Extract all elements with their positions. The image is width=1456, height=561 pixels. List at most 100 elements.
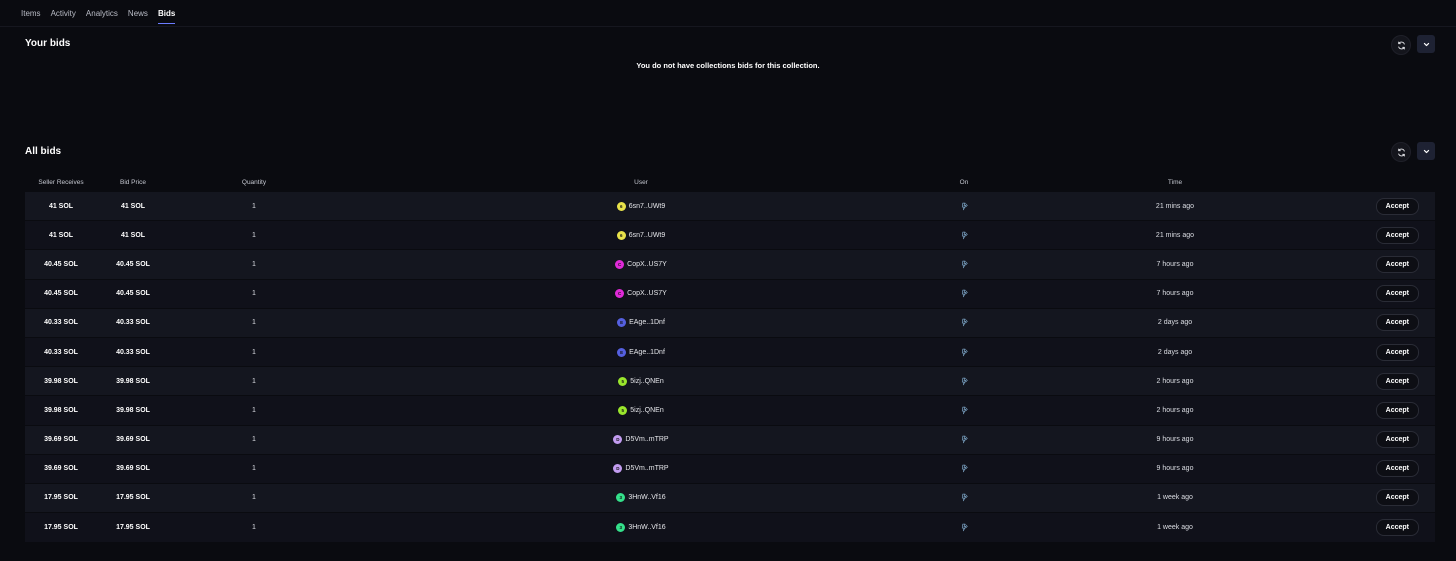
on-cell — [943, 192, 985, 221]
accept-button[interactable]: Accept — [1375, 460, 1419, 478]
marketplace-logo-icon — [960, 465, 969, 473]
column-header: Bid Price — [119, 178, 146, 186]
accept-button[interactable]: Accept — [1375, 401, 1419, 419]
marketplace-logo-icon — [960, 231, 969, 239]
user-link[interactable]: D D5Vm..mTRP — [613, 435, 669, 445]
time-cell: 9 hours ago — [1156, 436, 1194, 444]
action-cell: Accept — [1365, 367, 1435, 396]
accept-button[interactable]: Accept — [1375, 285, 1419, 303]
marketplace-logo-icon — [960, 289, 969, 298]
marketplace-logo-icon — [960, 348, 969, 356]
table-row: 41 SOL 41 SOL 1 6 6sn7..UWt9 21 mins ago Accep… — [25, 191, 1435, 221]
quantity-cell: 1 — [252, 494, 256, 502]
table-row: 40.45 SOL 40.45 SOL 1 C CopX..US7Y 7 hours ag… — [25, 249, 1435, 280]
time-cell: 2 days ago — [1157, 319, 1193, 327]
accept-button[interactable]: Accept — [1375, 226, 1419, 244]
all-bids-collapse-button[interactable] — [1417, 142, 1435, 160]
bid-price-cell: 39.69 SOL — [116, 436, 150, 444]
accept-button[interactable]: Accept — [1375, 314, 1419, 332]
action-cell: Accept — [1365, 221, 1435, 250]
seller-receives-cell: 17.95 SOL — [44, 523, 78, 531]
action-cell: Accept — [1365, 396, 1435, 425]
time-cell: 21 mins ago — [1155, 202, 1195, 210]
on-cell — [943, 367, 985, 396]
time-cell: 2 hours ago — [1156, 406, 1194, 414]
table-row: 39.69 SOL 39.69 SOL 1 D D5Vm..mTRP 9 hours ag… — [25, 425, 1435, 455]
quantity-cell: 1 — [252, 348, 256, 356]
tab-items[interactable]: Items — [21, 8, 41, 18]
time-cell: 9 hours ago — [1156, 465, 1194, 473]
user-link[interactable]: D D5Vm..mTRP — [613, 464, 669, 474]
accept-button[interactable]: Accept — [1375, 197, 1419, 215]
user-address: 6sn7..UWt9 — [628, 202, 666, 210]
all-bids-refresh-button[interactable] — [1391, 142, 1411, 162]
on-cell — [943, 308, 985, 337]
user-link[interactable]: C CopX..US7Y — [615, 259, 667, 269]
your-bids-title: Your bids — [25, 38, 71, 49]
quantity-cell: 1 — [252, 202, 256, 210]
bid-price-cell: 17.95 SOL — [116, 523, 150, 531]
accept-button[interactable]: Accept — [1375, 518, 1419, 536]
table-row: 39.69 SOL 39.69 SOL 1 D D5Vm..mTRP 9 hours ag… — [25, 454, 1435, 484]
user-cell: 5 5izj..QNEn — [339, 367, 943, 396]
action-cell: Accept — [1365, 279, 1435, 308]
user-link[interactable]: C CopX..US7Y — [615, 289, 667, 299]
column-header: User — [634, 178, 648, 186]
quantity-cell: 1 — [252, 319, 256, 327]
time-cell: 7 hours ago — [1156, 290, 1194, 298]
quantity-cell: 1 — [252, 436, 256, 444]
tab-activity[interactable]: Activity — [50, 8, 76, 18]
action-cell: Accept — [1365, 337, 1435, 366]
quantity-cell: 1 — [252, 260, 256, 268]
marketplace-logo-icon — [960, 319, 969, 327]
user-link[interactable]: 3 3HnW..Vf16 — [616, 493, 666, 503]
user-link[interactable]: 6 6sn7..UWt9 — [616, 201, 666, 211]
accept-button[interactable]: Accept — [1375, 343, 1419, 361]
accept-button[interactable]: Accept — [1375, 489, 1419, 507]
user-link[interactable]: E EAge..1Dnf — [617, 318, 665, 328]
time-cell: 1 week ago — [1157, 494, 1193, 502]
collection-tabs: Items Activity Analytics News Bids — [21, 0, 176, 26]
avatar: 5 — [618, 376, 628, 386]
accept-button[interactable]: Accept — [1375, 372, 1419, 390]
bid-price-cell: 39.98 SOL — [116, 406, 150, 414]
accept-button[interactable]: Accept — [1375, 431, 1419, 449]
refresh-icon — [1397, 148, 1405, 156]
user-cell: 3 3HnW..Vf16 — [339, 513, 943, 542]
time-cell: 2 hours ago — [1156, 377, 1194, 385]
user-link[interactable]: 5 5izj..QNEn — [618, 376, 664, 386]
on-cell — [943, 221, 985, 250]
user-link[interactable]: 3 3HnW..Vf16 — [616, 522, 666, 532]
marketplace-logo-icon — [960, 523, 969, 532]
tab-news[interactable]: News — [127, 8, 148, 18]
table-row: 17.95 SOL 17.95 SOL 1 3 3HnW..Vf16 1 week ago… — [25, 483, 1435, 513]
avatar: 5 — [618, 405, 628, 415]
action-cell: Accept — [1365, 308, 1435, 337]
user-link[interactable]: 6 6sn7..UWt9 — [616, 230, 665, 240]
your-bids-refresh-button[interactable] — [1391, 35, 1411, 55]
user-cell: E EAge..1Dnf — [339, 308, 943, 337]
quantity-cell: 1 — [252, 377, 256, 385]
table-row: 17.95 SOL 17.95 SOL 1 3 3HnW..Vf16 1 week ago… — [25, 512, 1435, 542]
chevron-down-icon — [1423, 149, 1429, 153]
user-link[interactable]: 5 5izj..QNEn — [618, 405, 664, 415]
table-header-row: Seller Receives Bid Price Quantity User On Ti… — [25, 173, 1435, 192]
on-cell — [943, 396, 985, 425]
accept-button[interactable]: Accept — [1375, 255, 1419, 273]
bid-price-cell: 40.45 SOL — [116, 290, 150, 298]
seller-receives-cell: 41 SOL — [48, 231, 74, 239]
tab-analytics[interactable]: Analytics — [85, 8, 118, 18]
seller-receives-cell: 41 SOL — [48, 202, 74, 210]
avatar: 6 — [616, 230, 626, 240]
your-bids-collapse-button[interactable] — [1417, 35, 1435, 53]
all-bids-table: Seller Receives Bid Price Quantity User On Ti… — [25, 173, 1435, 542]
user-address: EAge..1Dnf — [629, 319, 665, 327]
tab-bids[interactable]: Bids — [157, 0, 176, 26]
user-cell: 6 6sn7..UWt9 — [339, 192, 943, 221]
column-header — [1365, 173, 1435, 192]
nav-divider — [0, 26, 1456, 27]
seller-receives-cell: 39.69 SOL — [44, 436, 78, 444]
user-link[interactable]: E EAge..1Dnf — [617, 347, 665, 357]
table-row: 40.33 SOL 40.33 SOL 1 E EAge..1Dnf 2 days ago… — [25, 308, 1435, 338]
quantity-cell: 1 — [252, 290, 256, 298]
